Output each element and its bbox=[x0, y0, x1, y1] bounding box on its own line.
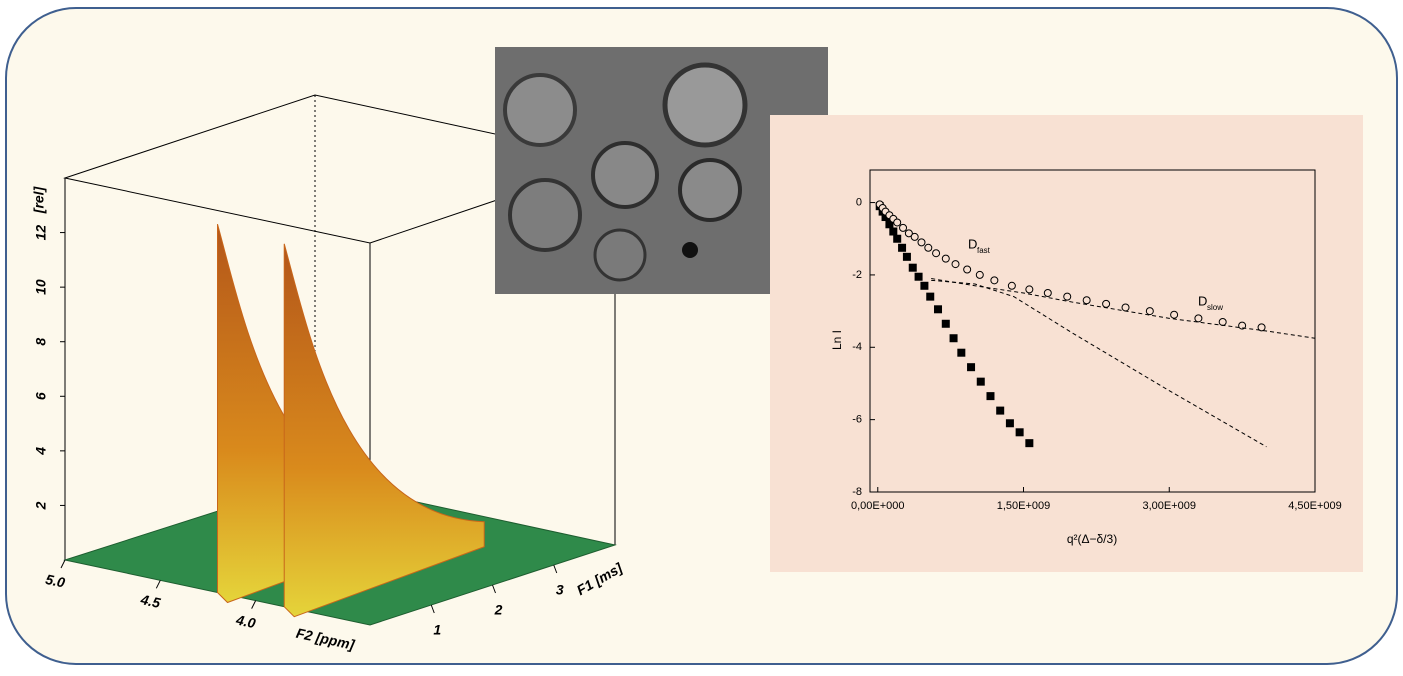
y-tick-label: -6 bbox=[852, 414, 862, 426]
circle-point bbox=[1064, 293, 1071, 300]
x-tick-label: 0,00E+000 bbox=[851, 500, 905, 512]
square-point bbox=[934, 305, 942, 313]
circle-point bbox=[1044, 290, 1051, 297]
circle-point bbox=[952, 261, 959, 268]
graphical-abstract: D fast D slow q²(Δ−δ/3) Ln I [rel] F2 [p… bbox=[0, 0, 1403, 671]
square-point bbox=[1025, 439, 1033, 447]
circle-point bbox=[925, 244, 932, 251]
circle-point bbox=[1171, 311, 1178, 318]
x-axis-label: q²(Δ−δ/3) bbox=[1067, 532, 1117, 546]
circle-point bbox=[1219, 318, 1226, 325]
x-tick-label: 3,00E+009 bbox=[1142, 500, 1196, 512]
square-point bbox=[950, 334, 958, 342]
circle-point bbox=[911, 233, 918, 240]
y-tick-label: 3 bbox=[556, 582, 564, 598]
square-point bbox=[977, 378, 985, 386]
circle-point bbox=[1195, 315, 1202, 322]
square-point bbox=[903, 253, 911, 261]
square-point bbox=[915, 273, 923, 281]
z-tick-label: 8 bbox=[33, 338, 49, 346]
circle-point bbox=[1122, 304, 1129, 311]
square-point bbox=[996, 407, 1004, 415]
y-tick-label: 0 bbox=[856, 196, 862, 208]
circle-point bbox=[1083, 297, 1090, 304]
annotation: D bbox=[1198, 293, 1207, 308]
circle-point bbox=[900, 224, 907, 231]
circle-point bbox=[918, 239, 925, 246]
square-point bbox=[889, 228, 897, 236]
page: {"chart_data": [ {"type": "surface", "z_… bbox=[0, 0, 1403, 671]
circle-point bbox=[1026, 286, 1033, 293]
sem-pore bbox=[595, 230, 645, 280]
circle-point bbox=[991, 277, 998, 284]
y-tick-label: 1 bbox=[433, 622, 441, 638]
square-point bbox=[957, 349, 965, 357]
square-point bbox=[986, 392, 994, 400]
sem-pore bbox=[682, 242, 698, 258]
z-tick-label: 12 bbox=[33, 225, 49, 241]
square-point bbox=[926, 293, 934, 301]
circle-point bbox=[1146, 308, 1153, 315]
z-axis-label: [rel] bbox=[31, 185, 47, 214]
x-tick-label: 1,50E+009 bbox=[997, 500, 1051, 512]
z-tick-label: 6 bbox=[33, 392, 49, 400]
circle-point bbox=[933, 250, 940, 257]
annotation-sub: slow bbox=[1207, 303, 1223, 312]
square-point bbox=[1006, 419, 1014, 427]
circle-point bbox=[1008, 282, 1015, 289]
z-tick-label: 10 bbox=[33, 279, 49, 295]
z-tick-label: 2 bbox=[33, 501, 49, 510]
circle-point bbox=[1103, 300, 1110, 307]
circle-point bbox=[964, 266, 971, 273]
sem-pore bbox=[510, 180, 580, 250]
y-tick-label: -4 bbox=[852, 341, 862, 353]
z-tick-label: 4 bbox=[33, 447, 49, 456]
sem-pore bbox=[505, 75, 575, 145]
y-axis-label: Ln I bbox=[830, 330, 844, 350]
x-tick-label: 4,50E+009 bbox=[1288, 500, 1342, 512]
square-point bbox=[909, 264, 917, 272]
y-tick-label: -2 bbox=[852, 269, 862, 281]
square-point bbox=[898, 244, 906, 252]
square-point bbox=[942, 320, 950, 328]
y-tick-label: 2 bbox=[494, 602, 503, 618]
annotation-sub: fast bbox=[977, 246, 991, 255]
circle-point bbox=[894, 219, 901, 226]
square-point bbox=[967, 363, 975, 371]
sem-pore bbox=[665, 65, 745, 145]
square-point bbox=[1016, 428, 1024, 436]
sem-pore bbox=[593, 143, 657, 207]
circle-point bbox=[942, 255, 949, 262]
square-point bbox=[893, 235, 901, 243]
square-point bbox=[920, 282, 928, 290]
circle-point bbox=[976, 271, 983, 278]
y-tick-label: -8 bbox=[852, 486, 862, 498]
annotation: D bbox=[968, 236, 977, 251]
sem-pore bbox=[680, 160, 740, 220]
